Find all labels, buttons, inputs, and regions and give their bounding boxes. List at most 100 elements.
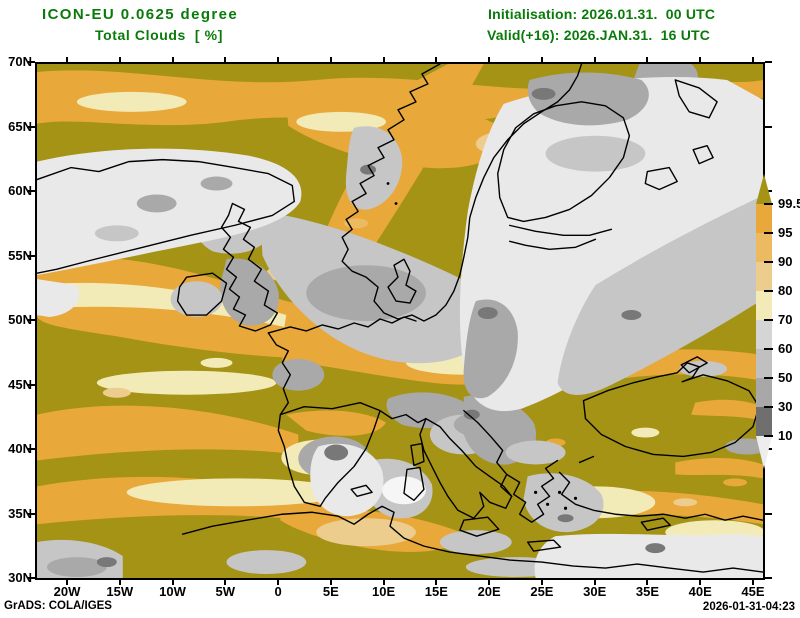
lon-tick-top bbox=[752, 57, 754, 63]
colorbar-tick bbox=[764, 203, 773, 205]
valid-time-label: Valid(+16): 2026.JAN.31. 16 UTC bbox=[487, 27, 711, 43]
lat-label: 45N bbox=[8, 376, 32, 392]
coastline-layer bbox=[37, 64, 763, 573]
map-frame bbox=[35, 62, 765, 580]
lon-tick-top bbox=[382, 57, 385, 63]
lon-tick-bottom bbox=[646, 579, 649, 585]
lat-label: 35N bbox=[8, 505, 32, 521]
lon-tick-bottom bbox=[224, 579, 227, 585]
lon-tick-top bbox=[171, 57, 174, 63]
colorbar-tick bbox=[764, 377, 773, 379]
lon-label: 15W bbox=[106, 584, 134, 599]
lon-tick-top bbox=[329, 57, 332, 63]
colorbar-top-triangle bbox=[756, 174, 772, 204]
lon-label: 10E bbox=[372, 584, 396, 599]
colorbar-segment bbox=[756, 407, 772, 436]
colorbar-tick bbox=[764, 232, 773, 234]
grads-credit: GrADS: COLA/IGES bbox=[4, 600, 112, 612]
colorbar-tick bbox=[764, 290, 773, 292]
lat-label: 55N bbox=[8, 247, 32, 263]
colorbar-tick-label: 95 bbox=[778, 225, 793, 240]
lon-tick-top bbox=[593, 57, 596, 63]
small-island-dots bbox=[386, 182, 578, 510]
lat-label: 40N bbox=[8, 441, 32, 456]
variable-title: Total Clouds [ %] bbox=[95, 27, 223, 43]
colorbar-bottom-triangle bbox=[756, 436, 772, 469]
colorbar-tick bbox=[764, 406, 773, 408]
colorbar-tick-label: 30 bbox=[778, 399, 793, 414]
lat-tick-left bbox=[28, 61, 35, 63]
lon-tick-bottom bbox=[118, 579, 121, 585]
lon-tick-bottom bbox=[540, 579, 543, 585]
lon-tick-bottom bbox=[435, 579, 438, 585]
colorbar-segment bbox=[756, 378, 772, 407]
lon-label: 10W bbox=[159, 584, 186, 599]
colorbar-segment bbox=[756, 233, 772, 262]
colorbar-tick-label: 60 bbox=[778, 341, 793, 356]
lat-tick-right bbox=[765, 61, 772, 63]
lon-label: 0 bbox=[274, 584, 282, 599]
lon-tick-bottom bbox=[277, 579, 280, 585]
lon-tick-top bbox=[118, 57, 121, 63]
creation-timestamp: 2026-01-31-04:23 bbox=[702, 601, 795, 613]
colorbar-tick bbox=[764, 319, 773, 321]
cloud-cover-map bbox=[37, 64, 763, 578]
colorbar-tick-label: 80 bbox=[778, 283, 793, 298]
lon-label: 5E bbox=[322, 584, 339, 599]
lat-tick-left bbox=[28, 319, 35, 321]
lon-label: 25E bbox=[530, 584, 554, 599]
lon-label: 45E bbox=[741, 584, 765, 599]
lat-label: 50N bbox=[8, 312, 32, 327]
lon-label: 40E bbox=[688, 584, 712, 599]
lat-tick-left bbox=[28, 125, 35, 128]
lon-tick-top bbox=[488, 57, 491, 63]
model-title: ICON-EU 0.0625 degree bbox=[42, 6, 239, 23]
lon-tick-bottom bbox=[171, 579, 174, 585]
lat-tick-right bbox=[765, 512, 772, 515]
lon-tick-bottom bbox=[593, 579, 596, 585]
lon-tick-bottom bbox=[66, 579, 68, 585]
colorbar-segment bbox=[756, 262, 772, 291]
lon-label: 35E bbox=[635, 584, 660, 599]
colorbar-tick-label: 99.5 bbox=[778, 196, 800, 211]
colorbar-tick-label: 50 bbox=[778, 370, 793, 385]
colorbar-segment bbox=[756, 204, 772, 233]
lon-tick-bottom bbox=[329, 579, 332, 585]
colorbar-tick-label: 70 bbox=[778, 312, 793, 327]
lat-tick-left bbox=[28, 190, 35, 192]
lon-label: 5W bbox=[215, 584, 236, 599]
lat-label: 60N bbox=[8, 183, 32, 198]
lon-tick-top bbox=[699, 57, 702, 63]
lon-tick-bottom bbox=[699, 579, 702, 585]
lat-label: 65N bbox=[8, 118, 32, 134]
lon-tick-top bbox=[277, 57, 280, 63]
lat-tick-left bbox=[28, 577, 35, 579]
lat-tick-left bbox=[28, 254, 35, 257]
colorbar-tick bbox=[764, 348, 773, 350]
colorbar-tick-label: 90 bbox=[778, 254, 793, 269]
cloud-cover-colorbar: 99.5 95 90 80 70 60 50 30 10 bbox=[756, 174, 800, 469]
colorbar-segment bbox=[756, 320, 772, 349]
cloud-pale-layer bbox=[37, 72, 763, 578]
lon-label: 20E bbox=[477, 584, 501, 599]
lon-tick-bottom bbox=[382, 579, 385, 585]
lon-tick-bottom bbox=[488, 579, 491, 585]
colorbar-segment bbox=[756, 291, 772, 320]
lon-label: 30E bbox=[583, 584, 607, 599]
lon-tick-top bbox=[435, 57, 438, 63]
lat-tick-left bbox=[28, 448, 35, 450]
init-time-label: Initialisation: 2026.01.31. 00 UTC bbox=[488, 6, 716, 22]
lat-tick-left bbox=[28, 383, 35, 386]
lat-tick-left bbox=[28, 512, 35, 515]
colorbar-tick bbox=[764, 435, 773, 437]
lat-label: 70N bbox=[8, 54, 32, 69]
colorbar-tick bbox=[764, 261, 773, 263]
lon-label: 20W bbox=[53, 584, 81, 599]
lat-tick-right bbox=[765, 125, 772, 128]
lat-label: 30N bbox=[8, 570, 32, 585]
lon-tick-top bbox=[646, 57, 649, 63]
lon-label: 15E bbox=[424, 584, 448, 599]
lon-tick-bottom bbox=[752, 579, 754, 585]
lon-tick-top bbox=[224, 57, 227, 63]
